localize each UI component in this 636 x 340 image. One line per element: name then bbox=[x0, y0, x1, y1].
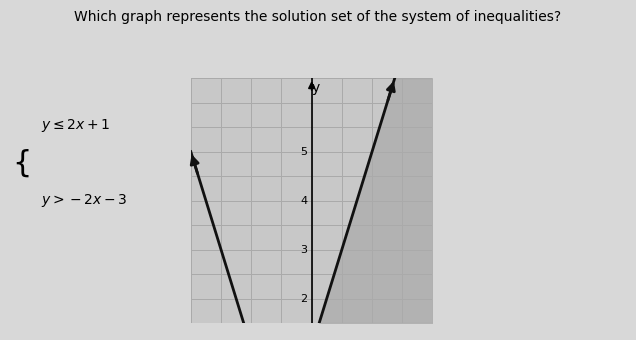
Text: 4: 4 bbox=[300, 195, 307, 206]
Text: 3: 3 bbox=[300, 244, 307, 255]
Text: 2: 2 bbox=[300, 293, 307, 304]
Text: $\{$: $\{$ bbox=[12, 147, 30, 179]
Text: y: y bbox=[312, 81, 321, 95]
Text: 5: 5 bbox=[300, 147, 307, 157]
Text: $y \leq 2x+1$: $y \leq 2x+1$ bbox=[41, 117, 111, 134]
Text: Which graph represents the solution set of the system of inequalities?: Which graph represents the solution set … bbox=[74, 10, 562, 24]
Text: $y>-2x-3$: $y>-2x-3$ bbox=[41, 192, 128, 209]
